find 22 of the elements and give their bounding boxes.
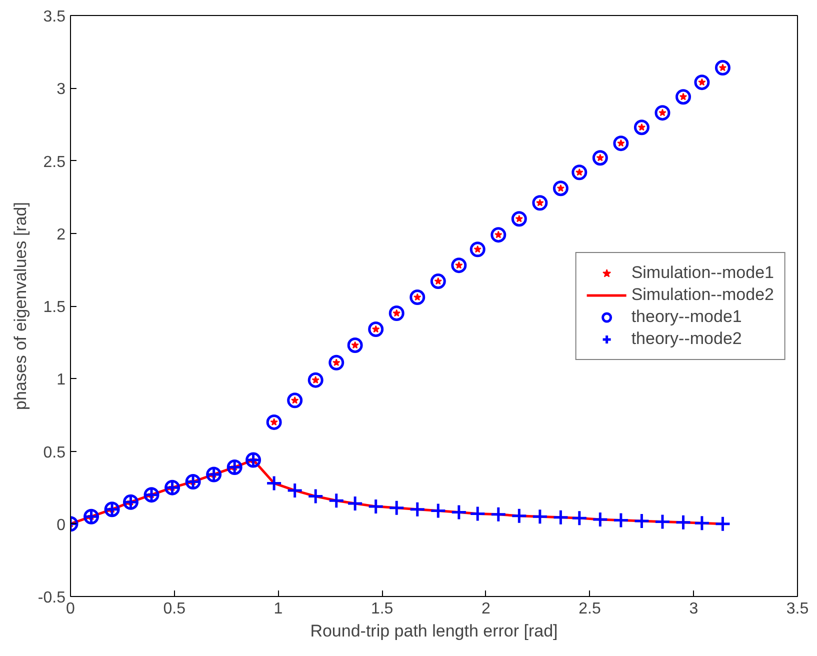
y-tick-label: 2.5 — [43, 154, 66, 171]
x-tick-label: 3.5 — [786, 600, 809, 618]
x-tick-label: 1 — [274, 600, 283, 618]
y-tick-label: 3.5 — [43, 8, 66, 26]
legend-label: Simulation--mode1 — [631, 262, 774, 282]
y-tick-label: 1 — [56, 372, 66, 389]
x-tick-label: 2.5 — [578, 600, 602, 618]
y-tick-label: 0.5 — [43, 444, 66, 462]
y-tick-label: 1.5 — [43, 299, 66, 316]
legend-label: theory--mode1 — [631, 306, 742, 326]
legend-label: theory--mode2 — [631, 328, 742, 348]
y-tick-label: 3 — [56, 81, 66, 98]
x-tick-label: 1.5 — [370, 600, 394, 618]
x-tick-label: 2 — [481, 600, 490, 618]
y-tick-label: -0.5 — [38, 590, 66, 606]
x-axis-title: Round-trip path length error [rad] — [310, 622, 558, 640]
y-tick-label: 2 — [56, 226, 66, 244]
x-tick-label: 0.5 — [163, 600, 186, 618]
legend-label: Simulation--mode2 — [631, 284, 774, 304]
y-tick-label: 0 — [56, 516, 66, 534]
x-tick-label: 3 — [689, 600, 698, 618]
y-axis-title: phases of eigenvalues [rad] — [10, 202, 30, 410]
